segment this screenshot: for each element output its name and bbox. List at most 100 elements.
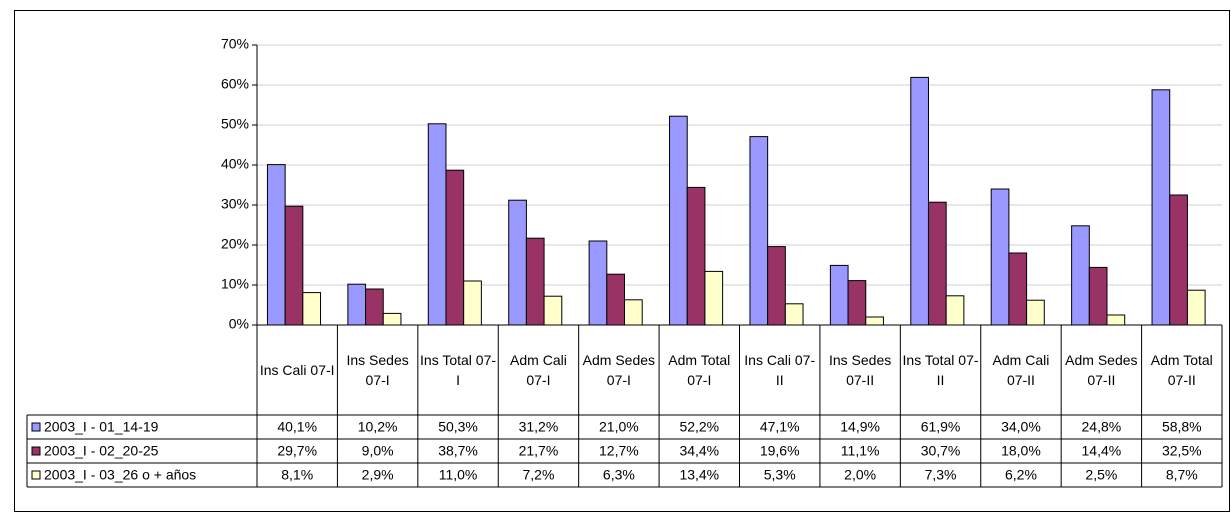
bar <box>427 123 447 326</box>
bar <box>1088 266 1108 326</box>
bar <box>1071 225 1090 326</box>
category-label: Adm Total 07-II <box>1150 352 1213 388</box>
chart-frame <box>14 10 1230 512</box>
bar <box>606 273 626 326</box>
y-tick-label: 10% <box>221 276 249 292</box>
bar <box>1026 299 1045 326</box>
value-label: 13,4% <box>679 467 719 483</box>
y-tick-label: 30% <box>221 196 249 212</box>
y-tick-label: 60% <box>221 76 249 92</box>
value-label: 30,7% <box>921 443 961 459</box>
bar <box>669 115 688 326</box>
bar <box>784 303 804 326</box>
value-label: 21,7% <box>519 443 559 459</box>
bar <box>525 237 545 326</box>
value-label: 47,1% <box>760 419 800 435</box>
value-label: 6,2% <box>1005 467 1037 483</box>
bar <box>767 246 786 326</box>
bar <box>347 283 367 326</box>
category-label: Ins Cali 07-II <box>744 352 816 388</box>
bar <box>445 169 465 326</box>
value-label: 5,3% <box>764 467 796 483</box>
value-label: 7,2% <box>522 467 554 483</box>
bar <box>847 280 867 326</box>
value-label: 32,5% <box>1162 443 1202 459</box>
value-label: 61,9% <box>921 419 961 435</box>
value-label: 2,5% <box>1085 467 1117 483</box>
bar <box>1008 252 1028 326</box>
bar <box>1186 289 1206 326</box>
value-label: 7,3% <box>925 467 957 483</box>
bar <box>624 299 643 326</box>
legend-label: 2003_I - 03_26 o + años <box>44 467 196 483</box>
value-label: 14,9% <box>840 419 880 435</box>
bar <box>927 201 947 326</box>
value-label: 21,0% <box>599 419 639 435</box>
legend-key <box>31 470 41 480</box>
bar <box>508 199 527 326</box>
bar <box>945 295 965 326</box>
bar <box>1106 314 1126 326</box>
bar <box>463 280 482 326</box>
value-label: 24,8% <box>1082 419 1122 435</box>
bar <box>302 292 322 326</box>
value-label: 11,0% <box>439 467 478 483</box>
value-label: 8,7% <box>1166 467 1198 483</box>
value-label: 11,1% <box>841 443 880 459</box>
value-label: 34,0% <box>1001 419 1041 435</box>
y-tick-label: 70% <box>221 36 249 52</box>
value-label: 2,0% <box>844 467 876 483</box>
category-label: Ins Sedes 07-I <box>346 352 409 388</box>
category-label: Adm Total 07-I <box>668 352 731 388</box>
value-label: 40,1% <box>277 419 317 435</box>
y-tick-label: 20% <box>221 236 249 252</box>
bar <box>365 288 384 326</box>
bar <box>704 270 724 326</box>
bar <box>1151 89 1171 326</box>
value-label: 29,7% <box>277 443 317 459</box>
bar <box>1169 194 1188 326</box>
bar <box>910 76 929 326</box>
category-label: Ins Total 07-II <box>902 352 979 388</box>
value-label: 14,4% <box>1082 443 1122 459</box>
value-label: 10,2% <box>358 419 398 435</box>
value-label: 52,2% <box>679 419 719 435</box>
bar <box>284 205 304 326</box>
legend-key <box>31 422 41 432</box>
value-label: 31,2% <box>519 419 559 435</box>
category-label: Ins Cali 07-I <box>259 362 335 378</box>
value-label: 18,0% <box>1001 443 1041 459</box>
legend-label: 2003_I - 01_14-19 <box>44 419 159 435</box>
value-label: 58,8% <box>1162 419 1202 435</box>
bar <box>865 316 884 326</box>
legend-key <box>31 446 41 456</box>
bar <box>382 312 402 326</box>
value-label: 2,9% <box>362 467 394 483</box>
category-label: Adm Sedes 07-II <box>1065 352 1138 388</box>
category-label: Ins Sedes 07-II <box>828 352 892 388</box>
value-label: 8,1% <box>281 467 313 483</box>
value-label: 12,7% <box>599 443 639 459</box>
bar <box>829 264 849 326</box>
category-label: Adm Cali 07-II <box>992 352 1050 388</box>
bar <box>588 240 608 326</box>
value-label: 19,6% <box>760 443 800 459</box>
category-label: Ins Total 07-I <box>420 352 497 388</box>
bar <box>543 295 563 326</box>
y-tick-label: 40% <box>221 156 249 172</box>
value-label: 6,3% <box>603 467 635 483</box>
value-label: 34,4% <box>679 443 719 459</box>
category-label: Adm Sedes 07-I <box>582 352 656 388</box>
category-label: Adm Cali 07-I <box>510 352 567 388</box>
bar <box>266 164 286 326</box>
bar <box>686 186 706 326</box>
value-label: 50,3% <box>438 419 478 435</box>
legend-label: 2003_I - 02_20-25 <box>44 443 159 459</box>
bar <box>990 188 1010 326</box>
value-label: 9,0% <box>362 443 394 459</box>
value-label: 38,7% <box>438 443 478 459</box>
bar <box>749 136 769 326</box>
y-tick-label: 0% <box>229 316 249 332</box>
